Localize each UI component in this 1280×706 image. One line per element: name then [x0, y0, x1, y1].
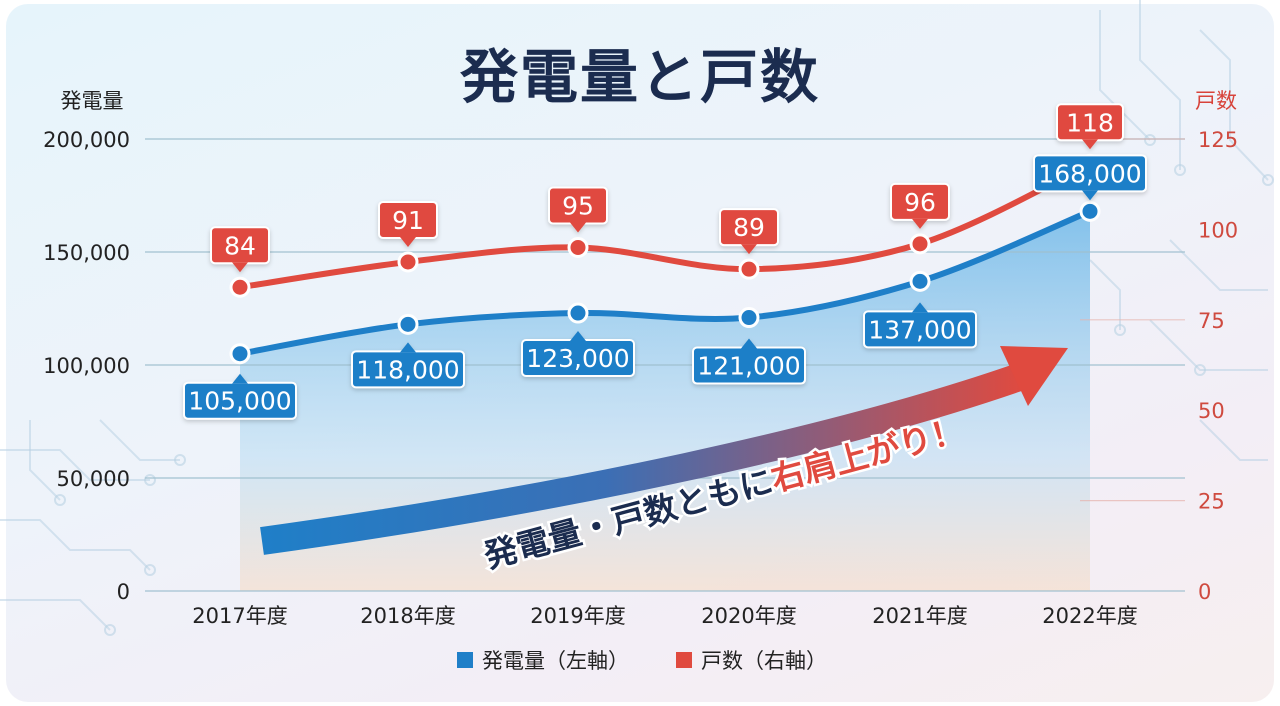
households-label: 96: [890, 182, 950, 229]
circuit-trace: [99, 419, 180, 461]
legend-swatch-generation: [457, 652, 473, 668]
left-tick-label: 100,000: [43, 354, 130, 378]
generation-label: 118,000: [351, 342, 465, 389]
generation-label-text: 168,000: [1038, 159, 1141, 188]
chart-title: 発電量と戸数: [459, 43, 820, 111]
households-point: [397, 251, 419, 273]
generation-label-text: 137,000: [868, 315, 971, 344]
right-tick-label: 75: [1198, 309, 1225, 333]
households-label: 89: [719, 208, 779, 255]
circuit-trace: [1089, 259, 1121, 330]
circuit-node: [1144, 134, 1156, 146]
circuit-trace: [1199, 29, 1269, 181]
circuit-decoration: [0, 0, 1274, 636]
circuit-node: [54, 494, 66, 506]
households-label-text: 91: [392, 206, 424, 235]
right-tick-label: 50: [1198, 399, 1225, 423]
legend-label-generation: 発電量（左軸）: [482, 649, 629, 673]
households-label: 95: [548, 186, 608, 233]
circuit-trace: [1199, 419, 1268, 461]
circuit-node: [1262, 174, 1274, 186]
series-line-households: [237, 161, 1093, 291]
circuit-node: [144, 474, 156, 486]
households-label-text: 84: [224, 231, 256, 260]
circuit-trace: [1149, 319, 1268, 371]
generation-point: [567, 302, 589, 324]
generation-label-text: 118,000: [356, 355, 459, 384]
left-axis-title: 発電量: [61, 89, 124, 113]
households-point: [909, 233, 931, 255]
generation-point: [1079, 200, 1101, 222]
right-axis-title: 戸数: [1195, 89, 1237, 113]
generation-label: 121,000: [692, 338, 806, 385]
trend-arrow-head: [1000, 346, 1068, 406]
x-tick-label: 2022年度: [1042, 604, 1137, 628]
circuit-node: [1114, 324, 1126, 336]
circuit-node: [1194, 364, 1206, 376]
generation-point: [229, 343, 251, 365]
area-fill-layer: [240, 211, 1090, 591]
circuit-node: [174, 454, 186, 466]
generation-point: [397, 313, 419, 335]
legend: 発電量（左軸） 戸数（右軸）: [457, 649, 827, 673]
right-tick-label: 100: [1198, 218, 1238, 242]
circuit-node: [104, 624, 116, 636]
x-tick-label: 2020年度: [701, 604, 796, 628]
legend-label-households: 戸数（右軸）: [701, 649, 827, 673]
right-tick-label: 0: [1198, 580, 1211, 604]
households-label: 84: [210, 226, 270, 273]
households-label-text: 89: [733, 213, 765, 242]
left-tick-label: 200,000: [43, 128, 130, 152]
households-label-text: 118: [1066, 108, 1114, 137]
x-tick-label: 2021年度: [872, 604, 967, 628]
series-line-generation: [237, 208, 1093, 357]
x-tick-label: 2017年度: [192, 604, 287, 628]
generation-label-text: 123,000: [526, 344, 629, 373]
circuit-trace: [0, 519, 151, 571]
x-tick-label: 2019年度: [530, 604, 625, 628]
households-point: [567, 236, 589, 258]
left-tick-label: 50,000: [57, 467, 130, 491]
axes: 発電量 戸数 0 50,000 100,000 150,000 200,000 0 25 50 75…: [43, 89, 1238, 628]
left-tick-label: 0: [117, 580, 130, 604]
area-fill: [240, 211, 1090, 591]
generation-label: 137,000: [863, 302, 977, 349]
households-label: 91: [378, 200, 438, 247]
generation-label: 123,000: [521, 331, 635, 378]
circuit-node: [144, 564, 156, 576]
circuit-node: [1174, 164, 1186, 176]
households-point: [738, 258, 760, 280]
x-tick-label: 2018年度: [360, 604, 455, 628]
left-tick-label: 150,000: [43, 241, 130, 265]
right-tick-label: 125: [1198, 128, 1238, 152]
households-label-text: 96: [904, 188, 936, 217]
trend-arrow-shaft: [260, 361, 1030, 555]
circuit-trace: [1139, 0, 1181, 170]
generation-label: 168,000: [1033, 154, 1147, 201]
households-point: [229, 276, 251, 298]
gridlines: [145, 138, 1185, 592]
right-tick-label: 25: [1198, 490, 1225, 514]
generation-point: [738, 307, 760, 329]
generation-point: [909, 270, 931, 292]
generation-label-text: 105,000: [188, 387, 291, 416]
circuit-trace: [1169, 239, 1268, 291]
data-labels: 84 91 95 89 96 118 105,000 118,000 123,000 121,00…: [183, 103, 1147, 420]
legend-swatch-households: [676, 652, 692, 668]
generation-label: 105,000: [183, 373, 297, 420]
circuit-trace: [29, 420, 61, 501]
circuit-trace: [0, 599, 111, 631]
circuit-trace: [1099, 10, 1151, 141]
households-label: 118: [1056, 103, 1124, 150]
generation-label-text: 121,000: [697, 352, 800, 381]
series-lines: [229, 153, 1101, 365]
households-label-text: 95: [562, 191, 594, 220]
